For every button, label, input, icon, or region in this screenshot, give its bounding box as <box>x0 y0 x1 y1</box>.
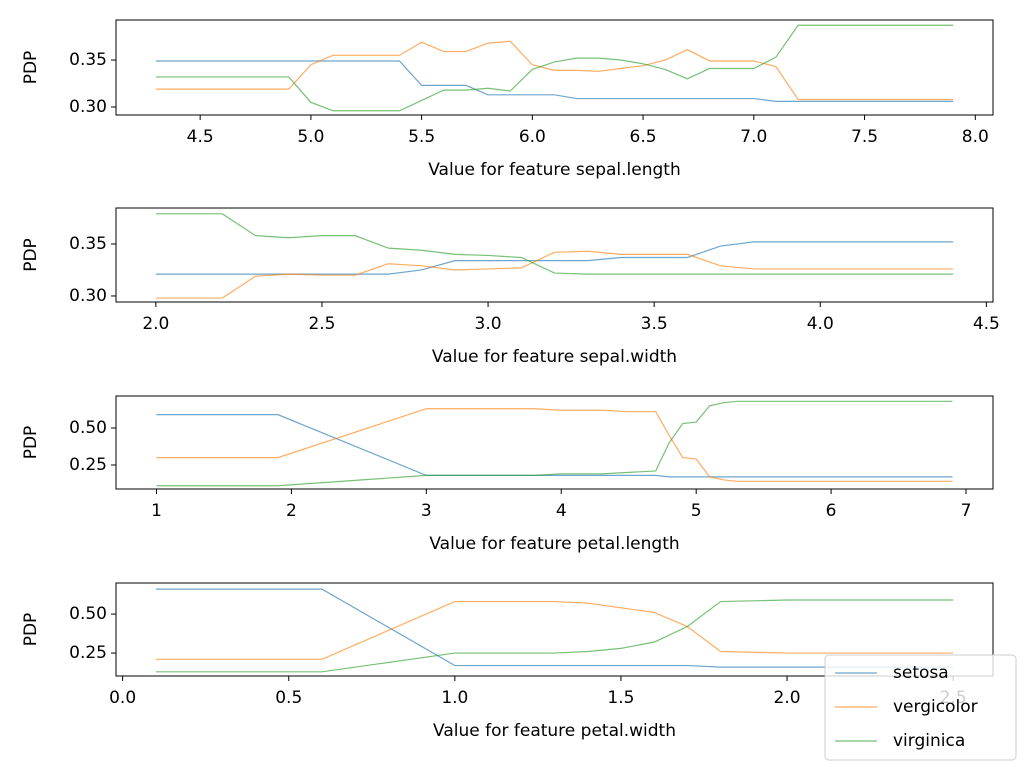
series-line <box>155 250 954 299</box>
x-tick-label: 2.5 <box>308 314 335 334</box>
x-tick-label: 6.5 <box>630 127 657 147</box>
x-tick-label: 7 <box>961 501 972 521</box>
x-tick-label: 3.5 <box>641 314 668 334</box>
y-axis-label: PDP <box>21 51 41 85</box>
legend-label: vergicolor <box>893 697 978 717</box>
x-tick-label: 5 <box>691 501 702 521</box>
axes-frame <box>115 582 994 677</box>
axes-frame <box>115 207 994 303</box>
subplot: 2.0 2.5 3.0 3.5 4.0 4.5 0.30 0.35 Value for feat… <box>21 207 1000 367</box>
x-tick-label: 2.0 <box>142 314 169 334</box>
y-tick-label: 0.25 <box>69 643 107 663</box>
x-tick-label: 2 <box>286 501 297 521</box>
y-tick-label: 0.30 <box>69 97 107 117</box>
y-tick-label: 0.35 <box>69 50 107 70</box>
x-tick-label: 0.5 <box>275 688 302 708</box>
y-tick-label: 0.30 <box>69 286 107 306</box>
legend-box <box>824 654 1017 761</box>
series-line <box>155 588 954 668</box>
x-axis-label: Value for feature sepal.width <box>432 347 677 367</box>
x-tick-label: 1.0 <box>441 688 468 708</box>
x-tick-label: 5.0 <box>297 127 324 147</box>
y-tick-label: 0.50 <box>69 604 107 624</box>
y-axis-label: PDP <box>21 238 41 272</box>
subplot: 1 2 3 4 5 6 7 0.25 0.50 Value for feature petal.l… <box>21 395 994 554</box>
x-tick-label: 2.0 <box>774 688 801 708</box>
x-axis-label: Value for feature petal.length <box>429 534 679 554</box>
x-axis-label: Value for feature sepal.length <box>428 160 681 180</box>
axes-frame <box>115 19 994 116</box>
x-tick-label: 4.5 <box>973 314 1000 334</box>
x-tick-label: 6 <box>826 501 837 521</box>
y-tick-label: 0.50 <box>69 418 107 438</box>
x-tick-label: 1.5 <box>607 688 634 708</box>
y-tick-label: 0.25 <box>69 455 107 475</box>
x-tick-label: 4 <box>556 501 567 521</box>
series-line <box>155 599 954 673</box>
legend-label: virginica <box>893 731 965 751</box>
x-axis-label: Value for feature petal.width <box>433 721 676 741</box>
legend: setosa vergicolor virginica <box>824 654 1017 761</box>
series-line <box>155 600 954 660</box>
y-tick-label: 0.35 <box>69 234 107 254</box>
x-tick-label: 5.5 <box>408 127 435 147</box>
legend-label: setosa <box>893 663 949 683</box>
x-tick-label: 6.0 <box>519 127 546 147</box>
series-line <box>156 400 953 487</box>
series-line <box>155 40 954 101</box>
series-line <box>156 414 953 478</box>
y-axis-label: PDP <box>21 613 41 647</box>
y-axis-label: PDP <box>21 426 41 460</box>
x-tick-label: 1 <box>151 501 162 521</box>
series-line <box>156 408 953 482</box>
x-tick-label: 3.0 <box>475 314 502 334</box>
x-tick-label: 3 <box>421 501 432 521</box>
subplot: 4.5 5.0 5.5 6.0 6.5 7.0 7.5 8.0 0.30 0.35 Value fo… <box>21 19 994 180</box>
x-tick-label: 8.0 <box>962 127 989 147</box>
series-line <box>155 213 954 275</box>
series-line <box>155 60 954 102</box>
x-tick-label: 4.5 <box>187 127 214 147</box>
series-line <box>155 24 954 112</box>
x-tick-label: 7.5 <box>851 127 878 147</box>
x-tick-label: 0.0 <box>109 688 136 708</box>
x-tick-label: 7.0 <box>740 127 767 147</box>
x-tick-label: 4.0 <box>807 314 834 334</box>
axes-frame <box>115 395 994 490</box>
